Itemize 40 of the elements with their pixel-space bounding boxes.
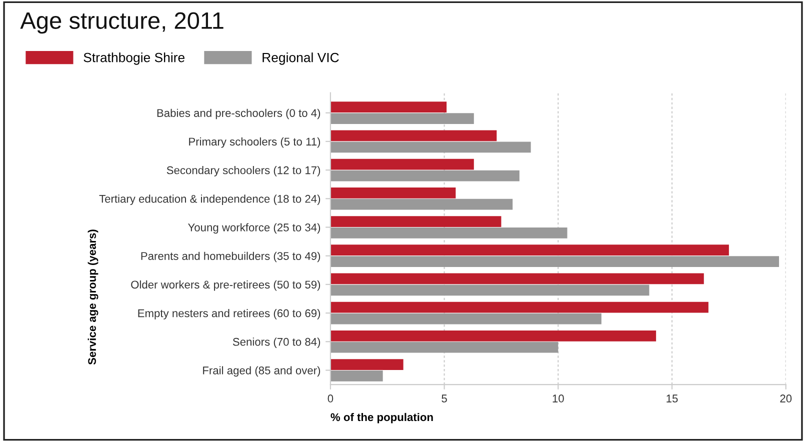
y-axis-title: Service age group (years) — [88, 230, 98, 365]
bar — [330, 359, 404, 370]
y-tick-label: Empty nesters and retirees (60 to 69) — [138, 309, 320, 320]
bar — [330, 170, 520, 182]
y-tick-label: Babies and pre-schoolers (0 to 4) — [157, 108, 320, 120]
bar — [330, 244, 729, 256]
bar — [330, 313, 602, 324]
x-tick-label: 20 — [780, 394, 792, 402]
y-tick-label: Frail aged (85 and over) — [203, 366, 320, 377]
y-tick-label: Parents and homebuilders (35 to 49) — [141, 252, 320, 262]
y-tick-label: Seniors (70 to 84) — [232, 338, 320, 348]
bar — [330, 142, 531, 153]
bar — [330, 273, 704, 284]
bar — [330, 198, 513, 210]
x-tick-label: 15 — [666, 394, 678, 402]
bar — [330, 342, 558, 353]
bar — [330, 330, 656, 342]
legend-label: Regional VIC — [262, 52, 339, 65]
y-tick-label: Primary schoolers (5 to 11) — [189, 137, 320, 148]
x-axis-title: % of the population — [330, 412, 433, 424]
x-tick-label: 10 — [552, 394, 564, 402]
bar — [330, 102, 447, 113]
y-tick-label: Older workers & pre-retirees (50 to 59) — [131, 280, 320, 291]
bar — [330, 158, 474, 170]
bar — [330, 113, 474, 124]
bar — [330, 187, 456, 198]
bar — [330, 130, 497, 142]
bar — [330, 256, 780, 267]
x-tick-label: 5 — [442, 394, 447, 402]
bar — [330, 216, 502, 227]
text: Age structure, 2011 — [20, 12, 224, 34]
y-tick-label: Secondary schoolers (12 to 17) — [166, 166, 320, 176]
bar — [330, 302, 708, 313]
bar — [330, 284, 650, 296]
x-tick-label: 0 — [328, 394, 334, 402]
y-tick-label: Tertiary education & independence (18 to 24) — [99, 194, 320, 205]
bar — [330, 370, 383, 382]
bar — [330, 228, 568, 238]
y-tick-label: Young workforce (25 to 34) — [188, 223, 320, 234]
legend-label: Strathbogie Shire — [84, 52, 184, 65]
